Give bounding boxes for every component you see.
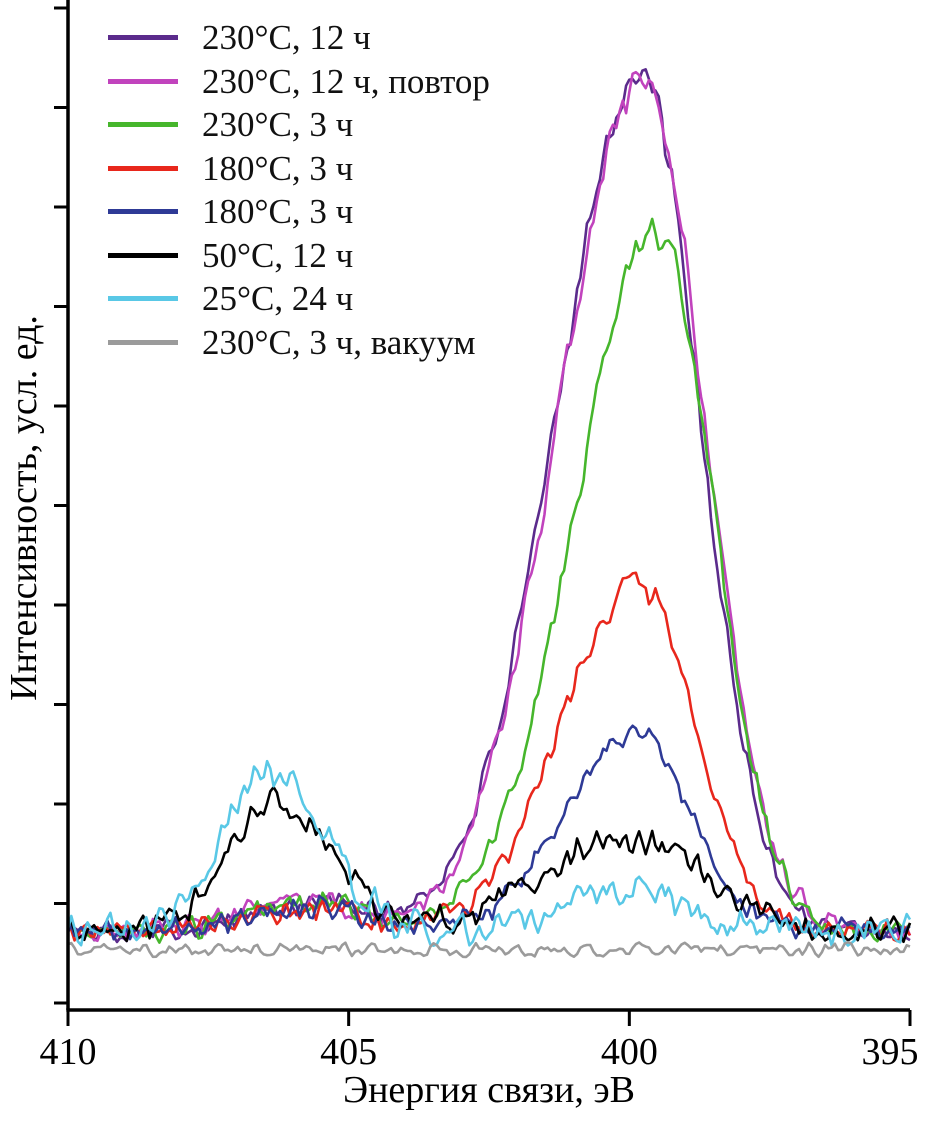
x-tick-label: 395 bbox=[862, 1031, 919, 1073]
x-tick-label: 405 bbox=[320, 1031, 377, 1073]
legend-swatch bbox=[108, 296, 178, 302]
legend-item: 230°C, 12 ч, повтор bbox=[108, 60, 490, 104]
series-line-2 bbox=[66, 217, 912, 944]
series-line-5 bbox=[67, 785, 912, 944]
legend-label: 230°C, 12 ч, повтор bbox=[202, 61, 490, 101]
x-axis-ticks: 410 405 400 395 bbox=[40, 1010, 919, 1073]
legend-swatch bbox=[108, 165, 178, 171]
legend-label: 50°C, 12 ч bbox=[202, 235, 354, 275]
legend-label: 180°C, 3 ч bbox=[202, 148, 354, 188]
y-axis-ticks bbox=[54, 6, 68, 1005]
series-line-3 bbox=[67, 571, 912, 943]
legend-label: 230°C, 12 ч bbox=[202, 18, 371, 58]
x-tick-label: 410 bbox=[40, 1031, 97, 1073]
y-axis-title: Интенсивность, усл. ед. bbox=[3, 315, 45, 701]
legend-swatch bbox=[108, 122, 178, 128]
legend-item: 180°C, 3 ч bbox=[108, 190, 490, 234]
legend-swatch bbox=[108, 78, 178, 84]
series-line-4 bbox=[66, 724, 911, 941]
legend-label: 180°C, 3 ч bbox=[202, 192, 354, 232]
legend-swatch bbox=[108, 339, 178, 345]
x-tick-label: 400 bbox=[601, 1031, 658, 1073]
legend-swatch bbox=[108, 252, 178, 258]
legend-label: 230°C, 3 ч bbox=[202, 105, 354, 145]
series-layer bbox=[66, 68, 912, 959]
x-axis-title: Энергия связи, эВ bbox=[343, 1069, 635, 1111]
legend-label: 230°C, 3 ч, вакуум bbox=[202, 322, 476, 362]
legend-item: 50°C, 12 ч bbox=[108, 234, 490, 278]
legend-item: 230°C, 12 ч bbox=[108, 16, 490, 60]
series-line-7 bbox=[67, 940, 911, 959]
series-line-6 bbox=[66, 759, 912, 948]
legend-label: 25°C, 24 ч bbox=[202, 279, 354, 319]
legend-item: 180°C, 3 ч bbox=[108, 147, 490, 191]
legend-item: 230°C, 3 ч bbox=[108, 103, 490, 147]
legend-swatch bbox=[108, 209, 178, 215]
legend-item: 25°C, 24 ч bbox=[108, 277, 490, 321]
legend: 230°C, 12 ч 230°C, 12 ч, повтор 230°C, 3… bbox=[108, 16, 490, 364]
legend-swatch bbox=[108, 35, 178, 41]
legend-item: 230°C, 3 ч, вакуум bbox=[108, 321, 490, 365]
